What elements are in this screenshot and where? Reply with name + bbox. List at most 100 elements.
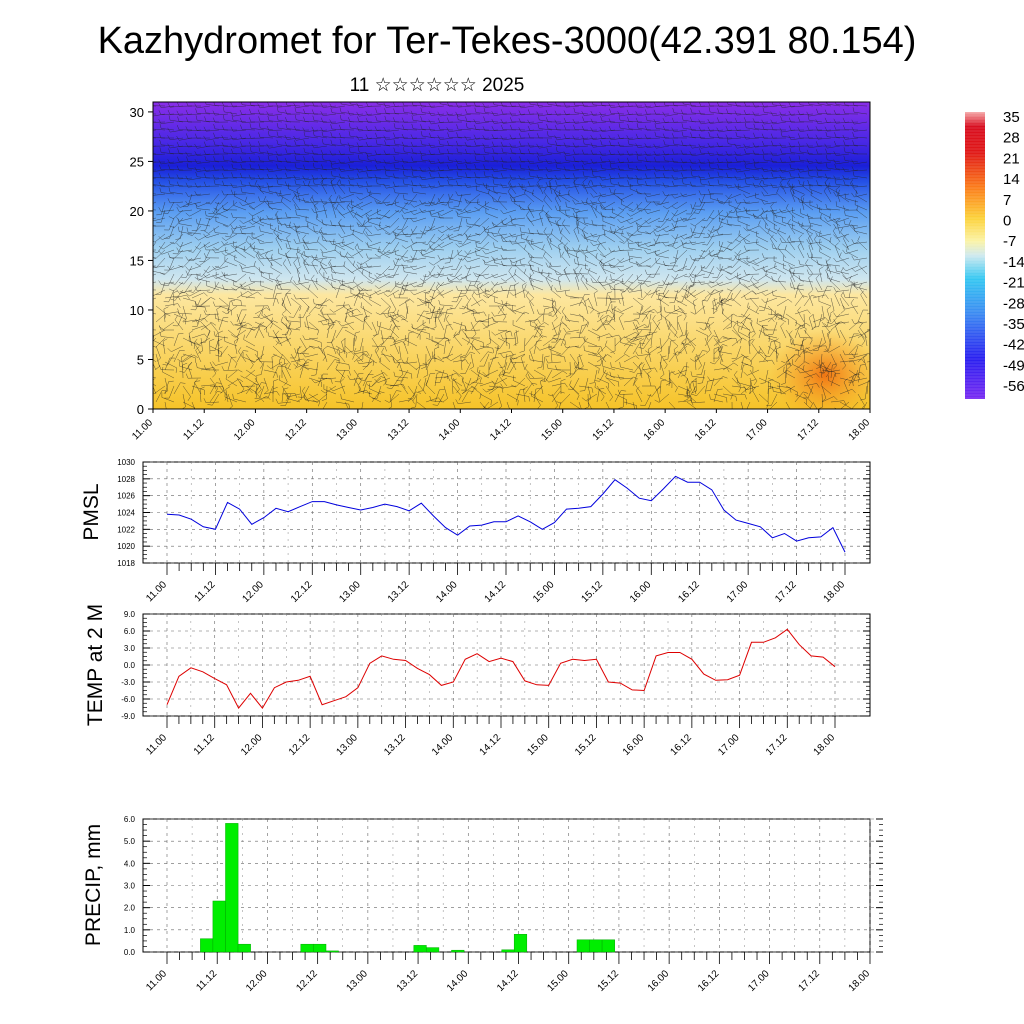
colorbar-scale <box>965 112 985 399</box>
colorbar-label: -14 <box>1003 254 1024 271</box>
precip-bar <box>212 900 226 953</box>
colorbar-label: 0 <box>1003 213 1011 230</box>
precip-bar <box>501 949 515 953</box>
colorbar-label: -28 <box>1003 295 1024 312</box>
xtick-label: 17.00 <box>746 968 772 994</box>
cross-xtick-label: 15.00 <box>539 417 565 443</box>
xtick-label: 11.12 <box>192 732 217 757</box>
colorbar-label: -49 <box>1003 357 1024 374</box>
xtick-label: 13.12 <box>395 968 421 994</box>
xtick-label: 11.12 <box>193 579 218 604</box>
precip-y-axis: 0.0 1.0 2.0 3.0 4.0 5.0 6.0 <box>124 815 883 957</box>
xtick-label: 11.00 <box>144 732 169 757</box>
xtick-label: 12.12 <box>289 579 315 605</box>
cross-ytick-label: 15 <box>130 253 144 268</box>
xtick-label: 17.12 <box>773 579 799 605</box>
xtick-label: 17.00 <box>716 732 742 758</box>
precip-bar <box>426 947 440 953</box>
xtick-label: 15.12 <box>573 732 599 758</box>
cross-xtick-label: 14.00 <box>437 417 463 443</box>
xtick-label: 11.00 <box>144 579 169 604</box>
cross-xtick-label: 15.12 <box>591 417 617 443</box>
precip-bar <box>300 943 314 953</box>
xtick-label: 16.00 <box>621 732 647 758</box>
cross-xtick-label: 11.12 <box>181 417 206 442</box>
wind-barb-set <box>153 102 870 409</box>
colorbar-label: -42 <box>1003 337 1024 354</box>
cross-xtick-label: 13.12 <box>386 417 412 443</box>
cross-xtick-label: 12.00 <box>232 417 258 443</box>
cross-section-x-axis: 11.00 11.12 12.00 12.12 13.00 13.12 14.00 14.12… <box>130 409 872 443</box>
colorbar-label: 7 <box>1003 192 1011 209</box>
xtick-label: 13.00 <box>345 968 371 994</box>
colorbar-label: 35 <box>1003 109 1020 126</box>
xtick-label: 14.00 <box>430 732 456 758</box>
xtick-label: 17.12 <box>796 968 822 994</box>
xtick-label: 14.00 <box>434 579 460 605</box>
xtick-label: 11.12 <box>194 968 219 993</box>
xtick-label: 13.00 <box>337 579 363 605</box>
xtick-label: 14.12 <box>483 579 509 605</box>
precip-bar <box>313 943 327 953</box>
xtick-label: 15.00 <box>525 732 551 758</box>
ytick-label: 6.0 <box>124 815 136 824</box>
xtick-label: 18.00 <box>812 732 838 758</box>
ytick-label: 1030 <box>117 458 135 467</box>
xtick-label: 17.12 <box>764 732 790 758</box>
pmsl-series-line <box>166 475 846 553</box>
ytick-label: -9.0 <box>121 712 135 721</box>
cross-ytick-label: 30 <box>130 105 144 120</box>
cross-ytick-label: 25 <box>130 154 144 169</box>
xtick-label: 15.12 <box>596 968 622 994</box>
ytick-label: 0.0 <box>124 661 136 670</box>
cross-xtick-label: 16.12 <box>693 417 719 443</box>
xtick-label: 13.12 <box>386 579 412 605</box>
cross-xtick-label: 11.00 <box>130 417 155 442</box>
colorbar-labels: 35 28 21 14 7 0 -7 -14 -21 -28 -35 -42 -49 -56 <box>1003 109 1024 395</box>
colorbar-label: -35 <box>1003 316 1024 333</box>
temp-x-axis: 11.00 11.12 12.00 12.12 13.00 13.12 14.00 14.12… <box>144 716 837 758</box>
precip-bar <box>225 823 239 953</box>
pmsl-ylabel: PMSL <box>80 483 103 540</box>
temp-series-line <box>166 628 836 710</box>
colorbar: 35 28 21 14 7 0 -7 -14 -21 -28 -35 -42 -49 -56 <box>965 109 1024 399</box>
ytick-label: 1028 <box>117 475 135 484</box>
precip-bar <box>576 939 590 953</box>
ytick-label: 5.0 <box>124 837 136 846</box>
precip-panel: 0.0 1.0 2.0 3.0 4.0 5.0 6.0 11.00 11.12 12.00 12.… <box>82 815 883 994</box>
ytick-label: 1026 <box>117 492 135 501</box>
precip-bar <box>513 934 528 953</box>
xtick-label: 12.00 <box>239 732 265 758</box>
cross-section-panel: 0 5 10 15 20 25 30 11.00 11.12 12.00 12.12 13.00 13… <box>130 101 872 443</box>
colorbar-label: 28 <box>1003 130 1020 147</box>
xtick-label: 12.12 <box>287 732 313 758</box>
cross-xtick-label: 17.00 <box>744 417 770 443</box>
colorbar-label: 14 <box>1003 171 1020 188</box>
temp-y-axis: -9.0 -6.0 -3.0 0.0 3.0 6.0 9.0 <box>121 610 870 721</box>
xtick-label: 13.00 <box>335 732 361 758</box>
xtick-label: 16.12 <box>696 968 722 994</box>
precip-bar <box>237 943 251 953</box>
precip-ylabel: PRECIP, mm <box>82 824 105 946</box>
cross-ytick-label: 0 <box>137 402 144 417</box>
xtick-label: 18.00 <box>822 579 848 605</box>
xtick-label: 14.00 <box>445 968 471 994</box>
pmsl-x-axis: 11.00 11.12 12.00 12.12 13.00 13.12 14.00 14.12… <box>144 563 847 605</box>
ytick-label: 3.0 <box>124 882 136 891</box>
cross-xtick-label: 16.00 <box>642 417 668 443</box>
xtick-label: 12.12 <box>294 968 320 994</box>
ytick-label: 6.0 <box>124 627 136 636</box>
precip-bars <box>200 823 615 953</box>
ytick-label: 9.0 <box>124 610 136 619</box>
xtick-label: 13.12 <box>382 732 408 758</box>
ytick-label: 4.0 <box>124 859 136 868</box>
colorbar-label: -56 <box>1003 378 1024 395</box>
precip-x-axis: 11.00 11.12 12.00 12.12 13.00 13.12 14.00 14.12… <box>144 952 872 994</box>
cross-ytick-label: 10 <box>130 303 144 318</box>
cross-xtick-label: 13.00 <box>335 417 361 443</box>
xtick-label: 15.00 <box>531 579 557 605</box>
xtick-label: 15.12 <box>580 579 606 605</box>
xtick-label: 14.12 <box>478 732 504 758</box>
ytick-label: 2.0 <box>124 904 136 913</box>
